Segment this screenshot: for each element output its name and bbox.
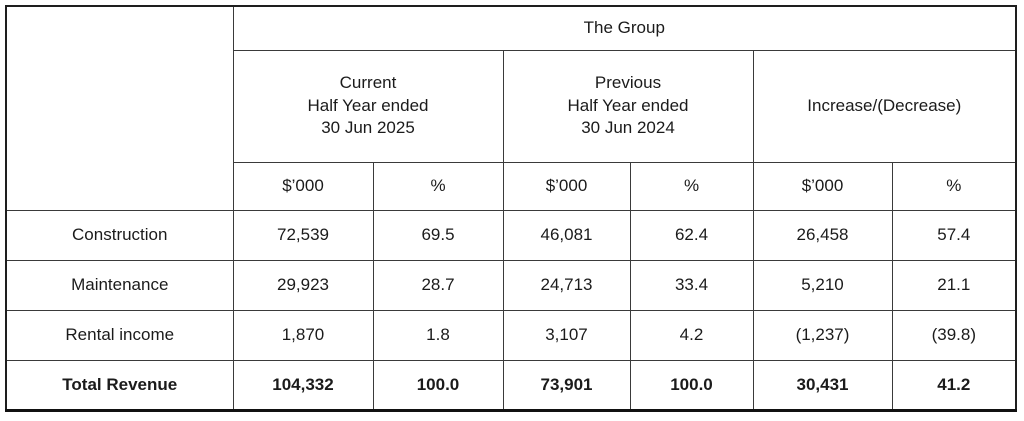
cell-increase-amount: 5,210 bbox=[752, 259, 893, 311]
cell-current-amount: 29,923 bbox=[232, 259, 374, 311]
col-group-current: Current Half Year ended 30 Jun 2025 bbox=[232, 49, 504, 163]
unit-header-increase-amount: $’000 bbox=[752, 161, 893, 211]
row-label: Construction bbox=[5, 209, 234, 261]
cell-increase-percent: 21.1 bbox=[891, 259, 1017, 311]
cell-current-percent: 69.5 bbox=[372, 209, 504, 261]
cell-increase-amount: 26,458 bbox=[752, 209, 893, 261]
cell-previous-amount: 46,081 bbox=[502, 209, 631, 261]
unit-header-previous-amount: $’000 bbox=[502, 161, 631, 211]
cell-previous-percent: 100.0 bbox=[629, 359, 754, 411]
unit-header-increase-percent: % bbox=[891, 161, 1017, 211]
cell-increase-amount: 30,431 bbox=[752, 359, 893, 411]
group-header: The Group bbox=[232, 5, 1017, 51]
cell-previous-percent: 62.4 bbox=[629, 209, 754, 261]
col-group-increase: Increase/(Decrease) bbox=[752, 49, 1017, 163]
cell-previous-amount: 73,901 bbox=[502, 359, 631, 411]
unit-header-row: $’000 % $’000 % $’000 % bbox=[6, 161, 1017, 211]
table-row-maintenance: Maintenance 29,923 28.7 24,713 33.4 5,21… bbox=[5, 259, 1017, 311]
table-row-construction: Construction 72,539 69.5 46,081 62.4 26,… bbox=[5, 209, 1017, 261]
cell-increase-amount: (1,237) bbox=[752, 309, 893, 361]
group-header-row: The Group bbox=[5, 5, 1017, 211]
col-group-previous: Previous Half Year ended 30 Jun 2024 bbox=[502, 49, 754, 163]
table-row-total-revenue: Total Revenue 104,332 100.0 73,901 100.0… bbox=[5, 359, 1017, 411]
cell-increase-percent: 57.4 bbox=[891, 209, 1017, 261]
corner-cell bbox=[5, 5, 234, 211]
cell-increase-percent: 41.2 bbox=[891, 359, 1017, 411]
cell-current-amount: 1,870 bbox=[232, 309, 374, 361]
cell-increase-percent: (39.8) bbox=[891, 309, 1017, 361]
unit-header-previous-percent: % bbox=[629, 161, 754, 211]
cell-previous-amount: 3,107 bbox=[502, 309, 631, 361]
cell-current-percent: 28.7 bbox=[372, 259, 504, 311]
unit-header-current-percent: % bbox=[372, 161, 504, 211]
row-label: Maintenance bbox=[5, 259, 234, 311]
cell-previous-percent: 33.4 bbox=[629, 259, 754, 311]
row-label: Total Revenue bbox=[5, 359, 234, 411]
cell-previous-amount: 24,713 bbox=[502, 259, 631, 311]
cell-current-percent: 1.8 bbox=[372, 309, 504, 361]
table-row-rental-income: Rental income 1,870 1.8 3,107 4.2 (1,237… bbox=[5, 309, 1017, 361]
row-label: Rental income bbox=[5, 309, 234, 361]
revenue-table-container: The Group Current Half Year ended 30 Jun… bbox=[5, 5, 1018, 412]
revenue-table: The Group Current Half Year ended 30 Jun… bbox=[5, 5, 1018, 412]
cell-previous-percent: 4.2 bbox=[629, 309, 754, 361]
cell-current-amount: 72,539 bbox=[232, 209, 374, 261]
cell-current-amount: 104,332 bbox=[232, 359, 374, 411]
cell-current-percent: 100.0 bbox=[372, 359, 504, 411]
unit-header-current-amount: $’000 bbox=[232, 161, 374, 211]
